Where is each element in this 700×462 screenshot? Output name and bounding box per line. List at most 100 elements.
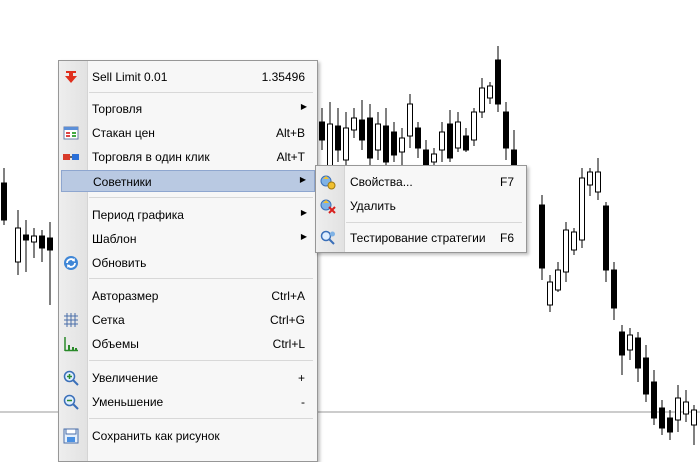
candle-body: [539, 204, 545, 269]
candle-body: [23, 234, 29, 241]
candle-body: [415, 127, 421, 149]
remove-label: Удалить: [350, 199, 396, 213]
menu-item-volumes[interactable]: Объемы Ctrl+L: [61, 333, 315, 355]
menu-item-chart-period[interactable]: Период графика ▶: [61, 204, 315, 226]
candle-body: [399, 137, 405, 153]
properties-label: Свойства...: [350, 175, 413, 189]
menu-item-zoom-out[interactable]: Уменьшение -: [61, 391, 315, 413]
volumes-shortcut: Ctrl+L: [272, 337, 305, 351]
one-click-icon: [63, 154, 79, 160]
candle-body: [495, 59, 501, 105]
candle-body: [555, 269, 561, 291]
chart-context-menu: Sell Limit 0.01 1.35496 Торговля ▶ Стака…: [58, 60, 318, 462]
properties-shortcut: F7: [499, 175, 514, 189]
menu-item-save-picture[interactable]: Сохранить как рисунок: [61, 425, 315, 447]
zoom-out-label: Уменьшение: [92, 395, 164, 409]
menu-item-trading[interactable]: Торговля ▶: [61, 98, 315, 120]
candle-body: [675, 397, 681, 421]
candle-body: [595, 171, 601, 193]
zoom-out-shortcut: -: [301, 395, 305, 409]
candle-body: [447, 123, 453, 159]
candle-body: [375, 123, 381, 151]
save-picture-label: Сохранить как рисунок: [92, 429, 220, 443]
grid-label: Сетка: [92, 313, 125, 327]
menu-item-depth-of-market[interactable]: Стакан цен Alt+B: [61, 122, 315, 144]
chart-period-label: Период графика: [92, 208, 184, 222]
strategy-tester-shortcut: F6: [499, 231, 514, 245]
sell-limit-arrow-icon: [65, 71, 77, 83]
candle-body: [351, 117, 357, 131]
candle-body: [47, 237, 53, 251]
grid-shortcut: Ctrl+G: [269, 313, 305, 327]
candle-body: [31, 235, 37, 243]
candle-body: [319, 121, 325, 141]
submenu-item-properties[interactable]: Свойства... F7: [318, 171, 524, 193]
one-click-label: Торговля в один клик: [92, 150, 210, 164]
sell-limit-label: Sell Limit 0.01: [92, 70, 168, 84]
candle-body: [463, 135, 469, 151]
candle-body: [431, 153, 437, 163]
candle-body: [611, 269, 617, 309]
zoom-in-label: Увеличение: [92, 371, 159, 385]
menu-item-sell-limit[interactable]: Sell Limit 0.01 1.35496: [61, 66, 315, 88]
candle-body: [455, 121, 461, 149]
expert-remove-icon: [320, 199, 336, 214]
menu-separator: [89, 92, 313, 93]
candle-body: [439, 131, 445, 151]
menu-item-expert-advisors[interactable]: Советники ▶: [61, 170, 315, 192]
candle-body: [667, 417, 673, 433]
submenu-arrow-icon: ▶: [300, 102, 307, 111]
submenu-arrow-icon: ▶: [300, 232, 307, 241]
autoscale-shortcut: Ctrl+A: [271, 289, 305, 303]
submenu-item-remove[interactable]: Удалить: [318, 195, 524, 217]
candle-body: [619, 331, 625, 356]
menu-separator: [89, 278, 313, 279]
candle-body: [479, 87, 485, 113]
candle-body: [503, 111, 509, 149]
candle-body: [651, 381, 657, 419]
candle-body: [423, 149, 429, 166]
candle-body: [327, 123, 333, 169]
grid-icon: [64, 313, 78, 327]
template-label: Шаблон: [92, 232, 137, 246]
sell-limit-price: 1.35496: [261, 70, 305, 84]
menu-item-template[interactable]: Шаблон ▶: [61, 228, 315, 250]
candle-body: [343, 127, 349, 161]
candle-body: [563, 229, 569, 273]
menu-item-refresh[interactable]: Обновить: [61, 252, 315, 274]
zoom-out-icon: [63, 394, 79, 410]
submenu-item-strategy-tester[interactable]: Тестирование стратегии F6: [318, 227, 524, 249]
candle-body: [547, 281, 553, 306]
menu-item-zoom-in[interactable]: Увеличение +: [61, 367, 315, 389]
candle-body: [691, 409, 697, 426]
candle-body: [627, 334, 633, 351]
candle-body: [471, 111, 477, 141]
candle-body: [643, 357, 649, 395]
candle-body: [383, 125, 389, 163]
candle-body: [15, 227, 21, 263]
depth-of-market-shortcut: Alt+B: [275, 126, 305, 140]
candle-body: [571, 231, 577, 251]
candle-body: [391, 131, 397, 156]
candle-body: [359, 119, 365, 141]
candle-body: [683, 401, 689, 415]
candle-body: [407, 103, 413, 137]
candlesticks: [1, 46, 697, 445]
zoom-in-icon: [63, 370, 79, 386]
menu-item-autoscale[interactable]: Авторазмер Ctrl+A: [61, 285, 315, 307]
zoom-in-shortcut: +: [297, 371, 305, 385]
candle-body: [487, 85, 493, 99]
strategy-tester-icon: [320, 230, 335, 245]
expert-advisors-label: Советники: [93, 175, 152, 189]
expert-properties-icon: [320, 175, 336, 190]
depth-of-market-label: Стакан цен: [92, 126, 155, 140]
candle-body: [659, 407, 665, 429]
volumes-label: Объемы: [92, 337, 139, 351]
trading-label: Торговля: [92, 102, 143, 116]
menu-item-grid[interactable]: Сетка Ctrl+G: [61, 309, 315, 331]
menu-item-one-click-trading[interactable]: Торговля в один клик Alt+T: [61, 146, 315, 168]
submenu-arrow-icon: ▶: [300, 208, 307, 217]
refresh-icon: [64, 256, 78, 270]
autoscale-label: Авторазмер: [92, 289, 159, 303]
